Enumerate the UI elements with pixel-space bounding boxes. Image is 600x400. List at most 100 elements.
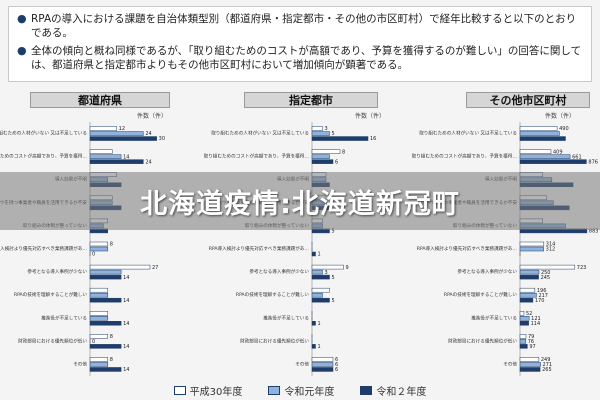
notes-box: ● RPAの導入における課題を自治体類型別（都道府県・指定都市・その他の市区町村… bbox=[8, 6, 592, 82]
bar bbox=[311, 269, 323, 275]
data-label: 14 bbox=[123, 275, 129, 281]
note-item: ● RPAの導入における課題を自治体類型別（都道府県・指定都市・その他の市区町村… bbox=[17, 12, 583, 40]
category-label: 参考となる導入事例が少ない bbox=[249, 268, 309, 275]
data-label: 6 bbox=[335, 159, 338, 165]
bar bbox=[519, 159, 587, 164]
data-label: 0 bbox=[92, 339, 95, 345]
category-label: 財政部局における優先順位が低い bbox=[448, 337, 517, 344]
category-label: RPA導入検討より優先対応すべき業務課題があ… bbox=[0, 245, 87, 252]
category-label: 財政部局における優先順位が低い bbox=[240, 337, 309, 344]
category-label: 取り組むためのコストが高額であり、予算を獲得… bbox=[412, 153, 518, 160]
legend-label: 令和元年度 bbox=[284, 386, 335, 398]
category-label: 取り組むためのコストが高額であり、予算を獲得… bbox=[204, 153, 310, 160]
data-label: 9 bbox=[346, 265, 349, 271]
data-label: 271 bbox=[543, 362, 553, 368]
bar bbox=[311, 292, 323, 298]
data-label: 27 bbox=[152, 265, 158, 271]
bar bbox=[89, 344, 122, 349]
bar bbox=[89, 367, 122, 372]
legend-label: 平成30年度 bbox=[189, 386, 243, 398]
category-label: 参考となる導入事例が少ない bbox=[27, 268, 87, 275]
category-label: 参考となる導入事例が少ない bbox=[457, 268, 517, 275]
category-label: 取り組むためのコストが高額であり、予算を獲得… bbox=[0, 153, 87, 160]
bar bbox=[311, 367, 334, 372]
legend-swatch bbox=[360, 385, 373, 395]
legend-label: 令和２年度 bbox=[376, 386, 427, 398]
data-label: 1 bbox=[318, 344, 321, 350]
category-label: その他 bbox=[503, 360, 517, 367]
bar bbox=[311, 126, 323, 131]
category-label: RPA導入検討より優先対応すべき業務課題があ… bbox=[209, 245, 310, 252]
data-label: 8 bbox=[110, 334, 113, 340]
data-label: 883 bbox=[589, 229, 599, 235]
data-label: 0 bbox=[92, 252, 95, 258]
legend: 平成30年度 令和元年度 令和２年度 bbox=[0, 382, 600, 398]
bar bbox=[311, 344, 316, 349]
data-label: 24 bbox=[145, 131, 151, 137]
bar bbox=[519, 274, 539, 280]
bar bbox=[89, 126, 117, 131]
data-label: 8 bbox=[110, 242, 113, 248]
bar bbox=[89, 136, 157, 141]
bar bbox=[89, 362, 109, 367]
bar bbox=[519, 297, 534, 303]
legend-item: 令和元年度 bbox=[268, 383, 334, 398]
bar bbox=[519, 367, 541, 372]
category-label: 取り組むための人材がいない 又は不足している bbox=[211, 130, 309, 137]
data-label: 250 bbox=[541, 270, 551, 276]
bar bbox=[89, 287, 109, 293]
legend-swatch bbox=[268, 385, 281, 395]
category-label: RPA導入検討より優先対応すべき業務課題があ… bbox=[417, 245, 518, 252]
note-text: RPAの導入における課題を自治体類型別（都道府県・指定都市・その他の市区町村）で… bbox=[31, 13, 577, 39]
bar bbox=[311, 154, 330, 159]
data-label: 14 bbox=[123, 298, 129, 304]
note-item: ● 全体の傾向と概ね同様であるが、「取り組むためのコストが高額であり、予算を獲得… bbox=[17, 44, 583, 72]
bar bbox=[519, 316, 530, 321]
bar bbox=[519, 149, 552, 154]
data-label: 30 bbox=[159, 136, 165, 142]
bar bbox=[89, 264, 151, 270]
bar bbox=[519, 131, 560, 136]
bar bbox=[311, 149, 341, 154]
bar bbox=[89, 316, 109, 321]
data-label: 217 bbox=[538, 293, 548, 299]
data-label: 490 bbox=[559, 126, 569, 132]
category-label: 推進役が不足している bbox=[263, 314, 309, 321]
banner-text: 北海道疫情:北海道新冠町 bbox=[140, 188, 460, 220]
bar bbox=[311, 362, 334, 367]
data-label: 1 bbox=[318, 321, 321, 327]
category-label: RPAの技術を理解することが難しい bbox=[444, 291, 518, 298]
data-label: 114 bbox=[531, 321, 541, 327]
data-label: 8 bbox=[342, 149, 345, 155]
data-label: 121 bbox=[531, 316, 541, 322]
data-label: 76 bbox=[528, 339, 534, 345]
category-label: 財政部局における優先順位が低い bbox=[18, 337, 87, 344]
data-label: 16 bbox=[370, 136, 376, 142]
data-label: 314 bbox=[546, 242, 556, 248]
bar bbox=[311, 274, 330, 280]
data-label: 245 bbox=[541, 275, 551, 281]
data-label: 5 bbox=[332, 131, 335, 137]
data-label: 24 bbox=[145, 159, 151, 165]
bar bbox=[89, 269, 122, 275]
category-label: RPAの技術を理解することが難しい bbox=[14, 291, 88, 298]
data-label: 8 bbox=[110, 357, 113, 363]
bar bbox=[89, 131, 144, 136]
panel-title-designated-cities: 指定都市 bbox=[244, 92, 378, 108]
bar bbox=[519, 126, 558, 131]
category-label: 取り組むための人材がいない 又は不足している bbox=[0, 130, 87, 137]
data-label: 723 bbox=[577, 265, 587, 271]
bar bbox=[89, 154, 122, 159]
bar bbox=[311, 357, 334, 362]
legend-item: 平成30年度 bbox=[173, 383, 243, 398]
bullet-dot-icon: ● bbox=[17, 44, 27, 57]
data-label: 1 bbox=[318, 252, 321, 258]
data-label: 6 bbox=[335, 357, 338, 363]
bar bbox=[89, 246, 109, 252]
bar bbox=[519, 339, 527, 344]
bar bbox=[311, 264, 344, 270]
data-label: 409 bbox=[553, 149, 563, 155]
category-label: 推進役が不足している bbox=[471, 314, 517, 321]
bar bbox=[89, 159, 144, 164]
data-label: 265 bbox=[542, 367, 552, 373]
